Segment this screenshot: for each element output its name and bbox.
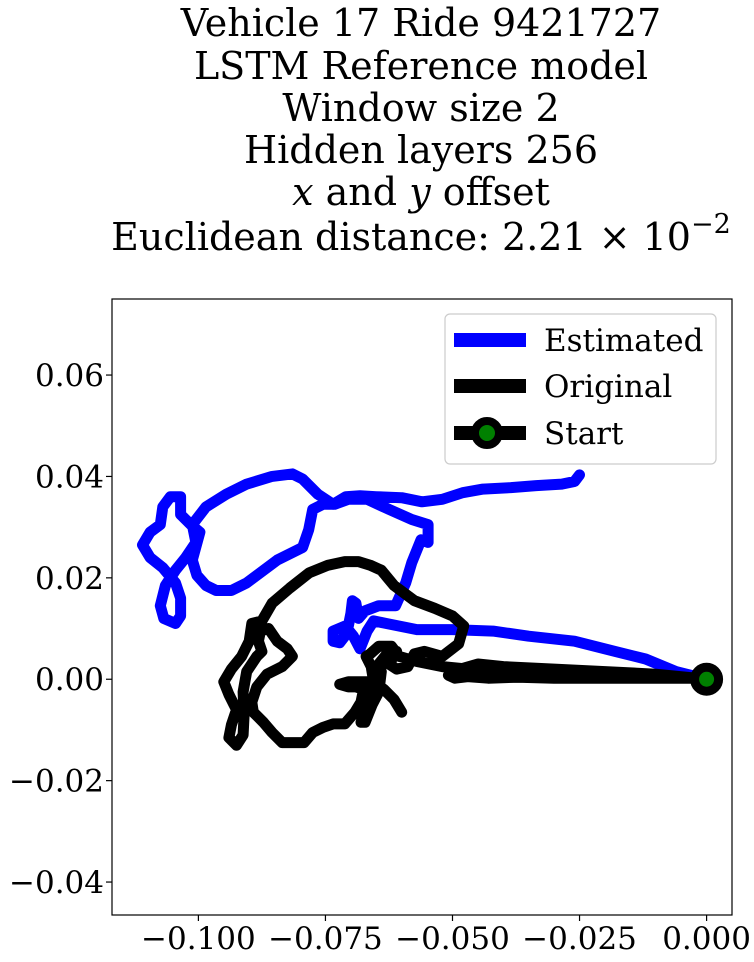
legend: Estimated Original Start	[444, 313, 717, 465]
title-line-vehicle: Vehicle 17 Ride 9421727	[180, 1, 661, 45]
series-layer	[137, 468, 724, 751]
title-x-var: x	[292, 170, 313, 214]
y-tick-label: 0.00	[35, 662, 104, 698]
x-tick-label: −0.025	[522, 921, 637, 957]
chart-title: Vehicle 17 Ride 9421727 LSTM Reference m…	[111, 1, 731, 259]
title-and: and	[314, 170, 410, 214]
x-tick-label: −0.075	[268, 921, 383, 957]
title-line-model: LSTM Reference model	[194, 44, 648, 88]
legend-label-estimated: Estimated	[544, 323, 703, 359]
title-distance-prefix: Euclidean distance: 2.21 × 10	[111, 215, 691, 259]
y-tick-label: 0.04	[35, 459, 104, 495]
y-tick-label: 0.06	[35, 358, 104, 394]
title-line-hidden: Hidden layers 256	[244, 128, 598, 172]
title-y-var: y	[407, 170, 431, 214]
legend-label-original: Original	[544, 369, 672, 405]
y-tick-label: −0.04	[9, 865, 104, 901]
start-marker	[690, 662, 724, 696]
series-line-estimated	[137, 468, 713, 685]
legend-label-start: Start	[544, 416, 624, 452]
legend-swatch-start-marker	[471, 417, 503, 449]
ticks-layer: −0.100 −0.075 −0.050 −0.025 0.000 −0.04 −0.02 0…	[9, 358, 751, 957]
title-distance-exponent: −2	[691, 209, 731, 240]
y-tick-label: −0.02	[9, 764, 104, 800]
title-offset-word: offset	[431, 170, 550, 214]
title-line-window: Window size 2	[282, 86, 559, 130]
title-line-distance: Euclidean distance: 2.21 × 10−2	[111, 209, 731, 259]
title-line-offset: x and y offset	[292, 170, 550, 214]
x-tick-label: −0.100	[141, 921, 256, 957]
x-tick-label: 0.000	[662, 921, 751, 957]
y-tick-label: 0.02	[35, 561, 104, 597]
x-tick-label: −0.050	[395, 921, 510, 957]
series-line-original	[218, 556, 713, 751]
